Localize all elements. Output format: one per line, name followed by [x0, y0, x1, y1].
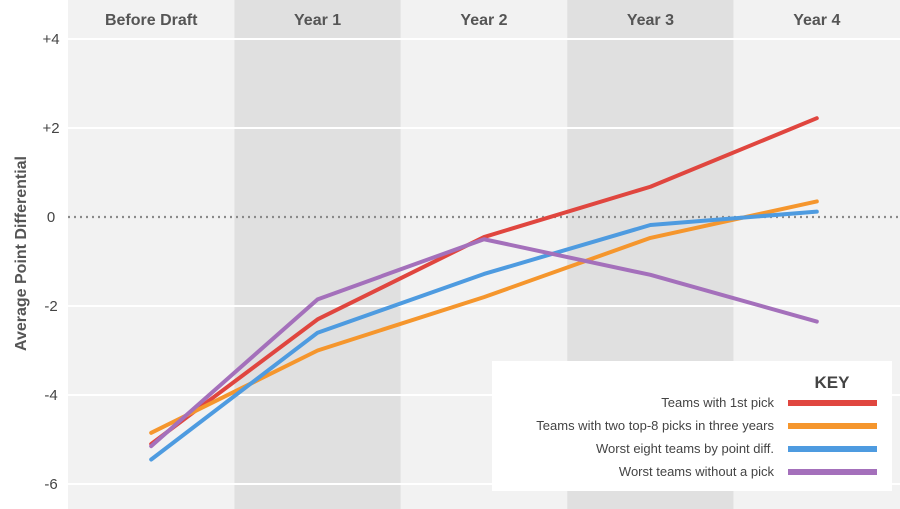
column-label-year-1: Year 1 [294, 12, 341, 29]
legend-label-first-pick: Teams with 1st pick [661, 395, 774, 410]
column-band [68, 0, 235, 509]
column-band [234, 0, 401, 509]
series-line-2 [149, 199, 819, 435]
series-line-3 [149, 209, 819, 462]
y-axis-title: Average Point Differential [13, 156, 30, 351]
series-line-4 [149, 237, 819, 449]
legend-label-worst-eight: Worst eight teams by point diff. [596, 441, 774, 456]
column-label-year-4: Year 4 [793, 12, 840, 29]
y-tick-label: -6 [44, 476, 57, 493]
column-labels: Before Draft Year 1 Year 2 Year 3 Year 4 [105, 12, 841, 29]
y-tick-label: 0 [47, 209, 55, 226]
legend-title: KEY [815, 373, 851, 392]
series-lines [149, 116, 819, 462]
y-tick-label: +4 [42, 31, 59, 48]
column-label-year-3: Year 3 [627, 12, 674, 29]
series-line-1 [149, 116, 819, 446]
legend: KEY Teams with 1st pick Teams with two t… [492, 361, 892, 491]
column-label-year-2: Year 2 [460, 12, 507, 29]
legend-label-worst-no-pick: Worst teams without a pick [619, 464, 775, 479]
legend-label-two-top8-picks: Teams with two top-8 picks in three year… [536, 418, 774, 433]
y-tick-label: +2 [42, 120, 59, 137]
y-tick-labels: +4 +2 0 -2 -4 -6 [42, 31, 59, 493]
column-label-before-draft: Before Draft [105, 12, 198, 29]
y-tick-label: -2 [44, 298, 57, 315]
y-tick-label: -4 [44, 387, 57, 404]
